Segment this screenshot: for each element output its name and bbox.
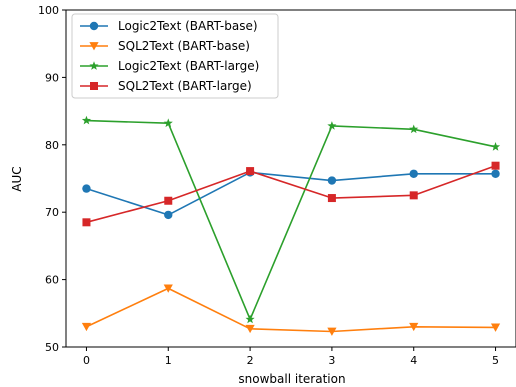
data-point <box>245 314 255 324</box>
series-2 <box>81 115 501 324</box>
data-point <box>81 322 92 332</box>
series-line <box>86 171 496 216</box>
legend-item: Logic2Text (BART-large) <box>80 59 259 73</box>
legend-marker <box>90 82 98 90</box>
data-point <box>163 284 173 293</box>
data-point <box>491 169 500 178</box>
data-point <box>327 176 337 185</box>
x-tick-label: 1 <box>165 354 172 367</box>
series-line <box>86 287 496 333</box>
data-point <box>490 323 501 332</box>
data-point <box>327 327 337 336</box>
y-axis-label: AUC <box>10 166 24 191</box>
legend-marker <box>89 61 99 70</box>
data-point <box>327 121 337 130</box>
data-point <box>246 167 255 176</box>
data-point <box>82 184 91 193</box>
y-tick-label: 80 <box>45 139 59 152</box>
y-tick-label: 100 <box>38 4 59 17</box>
legend-label: Logic2Text (BART-large) <box>118 59 259 73</box>
series-1 <box>81 284 501 336</box>
data-point <box>409 124 419 134</box>
legend: Logic2Text (BART-base) SQL2Text (BART-bas… <box>71 13 279 99</box>
x-tick-label: 2 <box>247 354 254 367</box>
x-axis-label: snowball iteration <box>238 372 345 386</box>
y-tick-label: 50 <box>45 341 59 354</box>
y-tick-label: 90 <box>45 71 59 84</box>
x-tick-label: 5 <box>492 354 499 367</box>
legend-label: Logic2Text (BART-base) <box>118 19 258 33</box>
data-point <box>409 322 419 332</box>
data-point <box>82 218 91 227</box>
plot-frame <box>65 9 516 348</box>
data-point <box>164 210 173 220</box>
data-point <box>81 115 92 125</box>
y-tick-label: 60 <box>45 274 59 287</box>
data-point <box>491 161 500 170</box>
legend-marker <box>89 42 99 51</box>
legend-label: SQL2Text (BART-base) <box>118 39 250 53</box>
x-tick-label: 0 <box>83 354 90 367</box>
series-3 <box>82 161 500 227</box>
x-tick-label: 3 <box>328 354 335 367</box>
x-tick-label: 4 <box>410 354 417 367</box>
axes: 0 1 2 3 4 5 50 60 70 80 90 100 <box>38 4 516 367</box>
series-0 <box>82 168 500 220</box>
legend-box <box>71 13 279 99</box>
series-line <box>86 119 496 321</box>
data-point <box>490 142 501 151</box>
legend-item: SQL2Text (BART-large) <box>80 79 252 93</box>
plot-area <box>81 115 501 336</box>
legend-marker <box>89 21 99 31</box>
data-point <box>163 118 173 128</box>
y-tick-label: 70 <box>45 206 59 219</box>
data-point <box>164 196 173 205</box>
data-point <box>327 194 336 203</box>
data-point <box>409 191 418 200</box>
legend-item: Logic2Text (BART-base) <box>80 19 258 33</box>
series-line <box>86 164 496 224</box>
legend-label: SQL2Text (BART-large) <box>118 79 252 93</box>
data-point <box>409 169 418 178</box>
legend-item: SQL2Text (BART-base) <box>80 39 250 53</box>
data-point <box>245 324 255 334</box>
